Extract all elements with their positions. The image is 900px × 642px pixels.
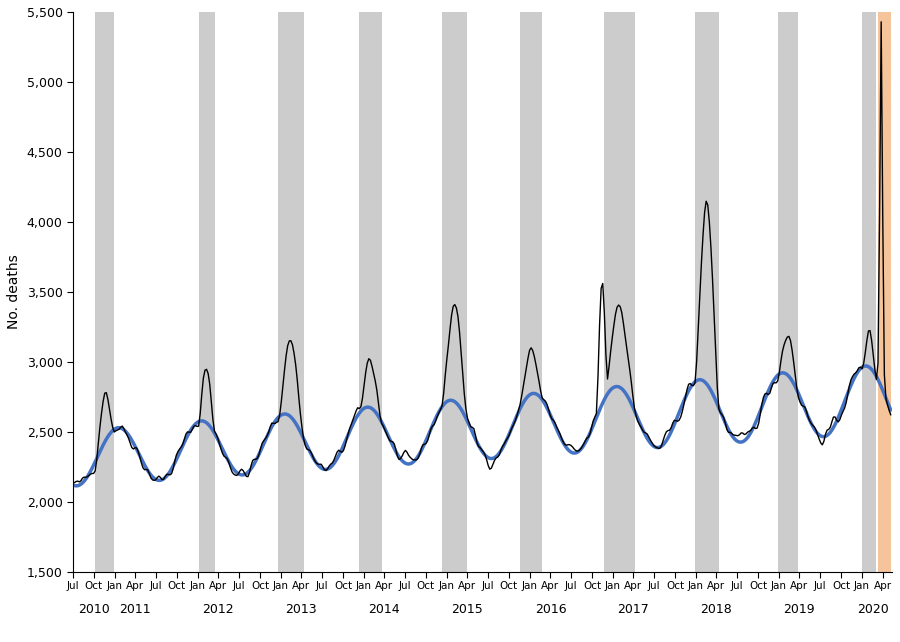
Bar (778, 12, 798, 572)
Y-axis label: No. deaths: No. deaths (7, 255, 21, 329)
Bar (278, 12, 303, 572)
Bar (695, 12, 719, 572)
Bar (604, 12, 634, 572)
Bar (359, 12, 382, 572)
Bar (442, 12, 467, 572)
Bar (95, 12, 114, 572)
Bar (862, 12, 877, 572)
Bar (520, 12, 543, 572)
Bar (199, 12, 214, 572)
Bar (878, 12, 891, 572)
